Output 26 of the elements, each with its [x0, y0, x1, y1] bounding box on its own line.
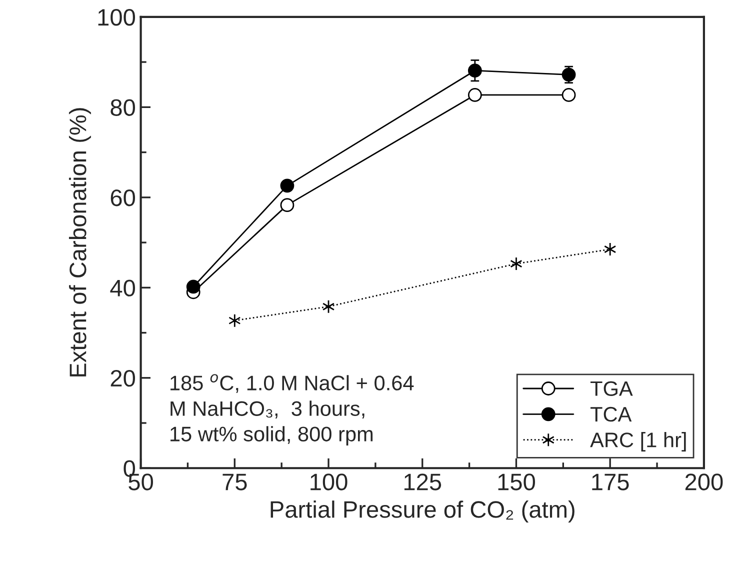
x-tick-label: 100 [310, 474, 348, 490]
y-tick-label: 20 [110, 370, 136, 387]
y-tick-label: 100 [98, 8, 136, 26]
point [468, 88, 482, 102]
point [510, 256, 522, 271]
annotation: 185 $^{o}$C, 1.0 M NaCl + 0.64 M NaHCO₃, 3 hours, 15 wt% solid, 800 rpm [170, 374, 414, 446]
y-tick-label: 60 [110, 189, 136, 206]
y-tick-label: 40 [110, 280, 136, 296]
legend-label: TCA [590, 406, 632, 422]
x-tick-label: 125 [404, 474, 442, 490]
y-axis-title: Extent of Carbonation (%) [68, 108, 91, 376]
point [280, 178, 294, 193]
x-axis-title: Partial Pressure of CO₂ (atm) [270, 500, 574, 523]
point [562, 88, 576, 102]
x-tick-label: 150 [498, 474, 536, 490]
x-tick-label: 175 [592, 474, 629, 490]
point [280, 198, 294, 212]
x-tick-label: 75 [222, 474, 247, 490]
legend-label: ARC [1 hr] [590, 432, 686, 452]
point [186, 280, 200, 294]
y-tick-label: 80 [110, 99, 136, 116]
x-tick-label: 200 [685, 474, 723, 490]
point [228, 314, 241, 328]
point [604, 242, 616, 256]
legend-label: TGA [590, 381, 633, 396]
point [468, 64, 482, 78]
